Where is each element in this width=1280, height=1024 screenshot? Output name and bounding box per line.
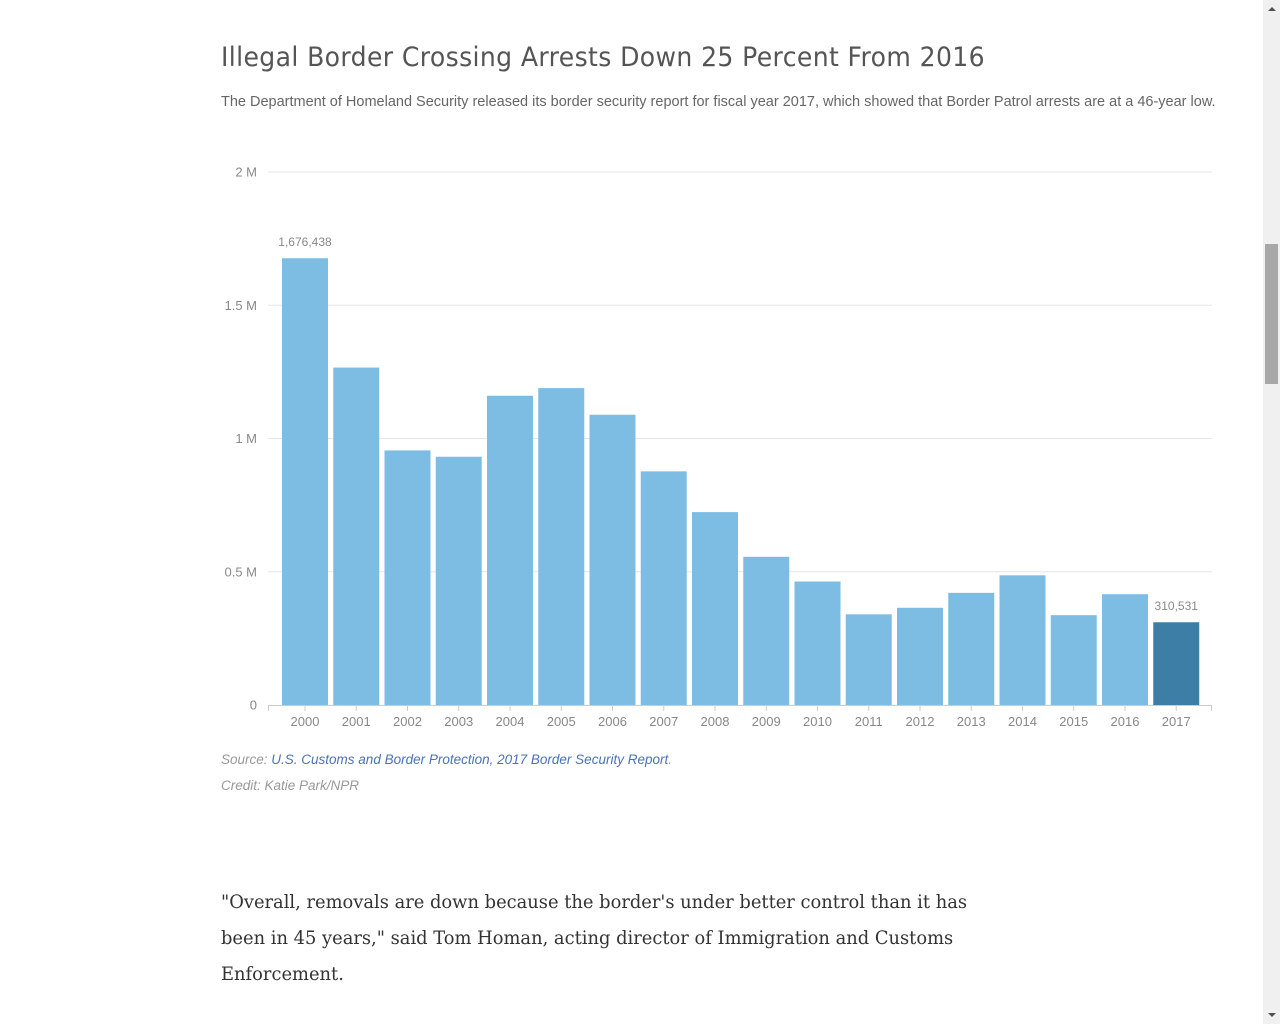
y-tick-label: 2 M <box>235 165 257 180</box>
bar-2013 <box>948 592 995 705</box>
bar-2009 <box>743 556 790 705</box>
vertical-scrollbar[interactable] <box>1263 0 1280 1024</box>
bar-2010 <box>794 581 841 705</box>
x-tick-label: 2005 <box>547 714 576 729</box>
x-tick-label: 2016 <box>1111 714 1140 729</box>
bar-2015 <box>1050 615 1097 705</box>
x-tick-label: 2007 <box>649 714 678 729</box>
x-tick-label: 2017 <box>1162 714 1191 729</box>
scroll-down-button[interactable] <box>1263 1008 1280 1022</box>
x-axis <box>268 705 1212 711</box>
y-tick-label: 0 <box>250 698 257 713</box>
scrollbar-thumb[interactable] <box>1265 244 1278 384</box>
source-link[interactable]: U.S. Customs and Border Protection, 2017… <box>271 752 669 767</box>
data-label-2000: 1,676,438 <box>278 235 332 249</box>
gridlines <box>268 171 1212 573</box>
source-prefix: Source: <box>221 752 272 767</box>
data-label-2017: 310,531 <box>1155 599 1199 613</box>
x-tick-label: 2014 <box>1008 714 1037 729</box>
data-labels: 1,676,438 310,531 <box>278 235 1198 613</box>
bar-2012 <box>897 607 943 705</box>
x-tick-label: 2013 <box>957 714 986 729</box>
bar-2003 <box>435 456 482 705</box>
x-tick-label: 2003 <box>444 714 473 729</box>
chart-title: Illegal Border Crossing Arrests Down 25 … <box>221 42 986 73</box>
bars <box>282 258 1200 705</box>
x-tick-label: 2012 <box>906 714 935 729</box>
bar-chart: 00.5 M1 M1.5 M2 M 2000 2001 2002 2003 2004 20… <box>224 165 1212 729</box>
bar-2017 <box>1153 622 1200 705</box>
x-tick-label: 2009 <box>752 714 781 729</box>
chart-credit: Credit: Katie Park/NPR <box>221 778 360 793</box>
bar-2001 <box>333 367 380 705</box>
bar-2008 <box>692 512 738 705</box>
arrow-up-icon <box>1267 7 1276 11</box>
x-tick-label: 2015 <box>1059 714 1088 729</box>
bar-2006 <box>589 414 636 705</box>
x-axis-labels: 2000 2001 2002 2003 2004 2005 2006 2007 2008 2009… <box>291 714 1191 729</box>
bar-2004 <box>487 395 533 705</box>
y-tick-label: 1 M <box>235 431 257 446</box>
arrow-down-icon <box>1267 1013 1276 1017</box>
x-tick-label: 2004 <box>496 714 525 729</box>
x-tick-label: 2006 <box>598 714 627 729</box>
bar-2011 <box>845 614 892 705</box>
bar-2016 <box>1102 594 1148 705</box>
chart-source: Source: U.S. Customs and Border Protecti… <box>221 752 672 767</box>
source-suffix: . <box>668 752 672 767</box>
y-tick-label: 0.5 M <box>224 564 257 579</box>
article-paragraph: "Overall, removals are down because the … <box>221 891 968 985</box>
y-tick-label: 1.5 M <box>224 298 257 313</box>
chart-subtitle: The Department of Homeland Security rele… <box>221 94 1216 110</box>
x-tick-label: 2010 <box>803 714 832 729</box>
x-tick-label: 2008 <box>701 714 730 729</box>
scroll-up-button[interactable] <box>1263 2 1280 16</box>
bar-2007 <box>640 471 687 705</box>
x-tick-label: 2000 <box>291 714 320 729</box>
bar-2014 <box>999 575 1046 705</box>
x-tick-label: 2011 <box>855 714 883 729</box>
x-tick-label: 2002 <box>393 714 422 729</box>
bar-2000 <box>282 258 328 705</box>
x-tick-label: 2001 <box>342 714 371 729</box>
y-axis-labels: 0 0.5 M 1 M 1.5 M 2 M <box>224 165 257 713</box>
bar-2005 <box>538 388 585 705</box>
bar-2002 <box>384 450 431 705</box>
